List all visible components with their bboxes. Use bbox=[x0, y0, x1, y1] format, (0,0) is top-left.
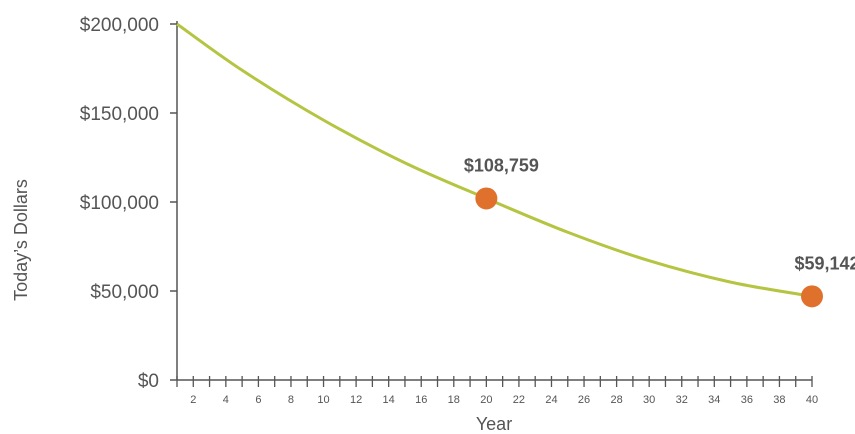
x-tick-label: 14 bbox=[383, 394, 395, 406]
highlight-markers: $108,759 $59,142 bbox=[464, 155, 855, 308]
x-tick-label: 38 bbox=[773, 394, 785, 406]
y-tick-label: $150,000 bbox=[80, 104, 159, 125]
y-axis-ticks: $0 $50,000 $100,000 $150,000 $200,000 bbox=[80, 15, 177, 392]
x-tick-label: 8 bbox=[288, 394, 294, 406]
highlight-label: $59,142 bbox=[794, 253, 855, 273]
y-tick-label: $50,000 bbox=[90, 282, 159, 303]
x-tick-label: 24 bbox=[545, 394, 557, 406]
x-tick-label: 26 bbox=[578, 394, 590, 406]
y-tick-label: $0 bbox=[138, 371, 159, 392]
x-tick-label: 6 bbox=[255, 394, 261, 406]
x-axis-ticks: 2 4 6 8 10 12 14 16 18 20 22 24 26 28 30 32 34 36 38 40 bbox=[176, 376, 818, 406]
highlight-label: $108,759 bbox=[464, 155, 539, 175]
x-tick-label: 30 bbox=[643, 394, 655, 406]
x-tick-label: 28 bbox=[610, 394, 622, 406]
x-tick-label: 18 bbox=[448, 394, 460, 406]
x-tick-label: 40 bbox=[806, 394, 818, 406]
y-tick-label: $100,000 bbox=[80, 193, 159, 214]
y-axis-title: Today’s Dollars bbox=[11, 179, 31, 301]
highlight-point bbox=[801, 285, 823, 308]
y-tick-label: $200,000 bbox=[80, 15, 159, 36]
x-tick-label: 20 bbox=[480, 394, 492, 406]
highlight-point bbox=[475, 187, 498, 210]
x-tick-label: 12 bbox=[350, 394, 362, 406]
x-tick-label: 4 bbox=[223, 394, 229, 406]
axes bbox=[176, 21, 812, 381]
x-tick-label: 36 bbox=[741, 394, 753, 406]
x-tick-label: 32 bbox=[676, 394, 688, 406]
x-tick-label: 16 bbox=[415, 394, 427, 406]
x-tick-label: 2 bbox=[190, 394, 196, 406]
x-axis-title: Year bbox=[476, 414, 512, 434]
x-tick-label: 34 bbox=[708, 394, 720, 406]
x-tick-label: 22 bbox=[513, 394, 525, 406]
x-tick-label: 10 bbox=[317, 394, 329, 406]
